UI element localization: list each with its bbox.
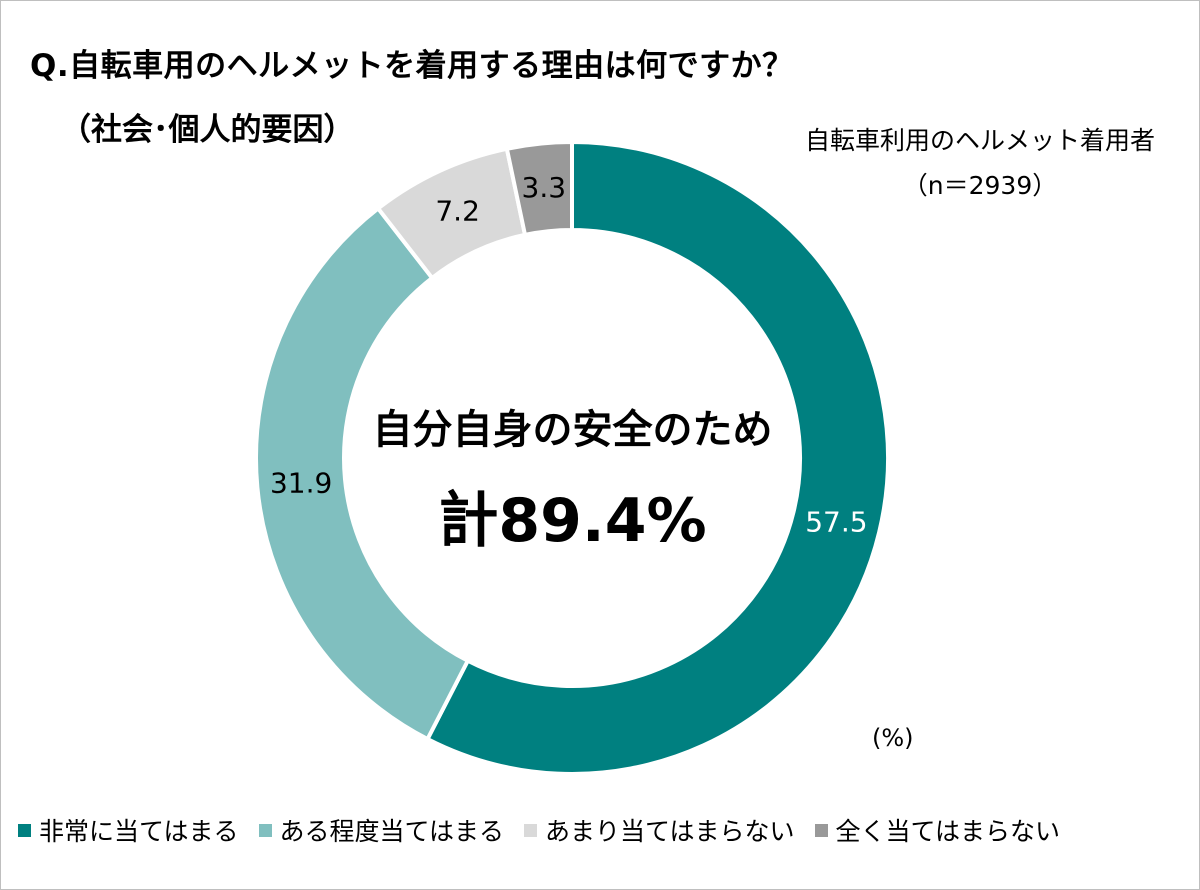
chart-subtitle: （社会･個人的要因） <box>60 112 355 148</box>
donut-slice <box>424 139 890 776</box>
sample-size-label: （n＝2939） <box>902 171 1058 200</box>
donut-slice <box>254 205 471 742</box>
slice-value-label: 7.2 <box>435 195 480 228</box>
center-annotation: 自分自身の安全のため 計89.4% <box>345 402 800 566</box>
sample-group-label: 自転車利用のヘルメット着用者 <box>804 126 1155 155</box>
slice-value-label: 57.5 <box>805 505 867 538</box>
unit-label: (%) <box>872 724 914 752</box>
legend: 非常に当てはまる ある程度当てはまる あまり当てはまらない 全く当てはまらない <box>18 812 1080 848</box>
legend-label: あまり当てはまらない <box>545 817 795 846</box>
legend-item: ある程度当てはまる <box>258 812 505 848</box>
legend-label: 全く当てはまらない <box>835 817 1061 846</box>
legend-item: 非常に当てはまる <box>18 812 239 848</box>
legend-label: ある程度当てはまる <box>279 817 505 846</box>
sample-note: 自転車利用のヘルメット着用者 （n＝2939） <box>790 118 1170 208</box>
legend-swatch <box>814 823 828 837</box>
legend-swatch <box>258 823 272 837</box>
center-total: 計89.4% <box>438 486 707 556</box>
donut-slice <box>504 139 574 238</box>
chart-title: Q.自転車用のヘルメットを着用する理由は何ですか？ <box>30 48 794 84</box>
slice-value-label: 3.3 <box>522 171 567 204</box>
center-caption: 自分自身の安全のため <box>372 407 773 453</box>
slice-value-label: 31.9 <box>270 467 332 500</box>
legend-item: 全く当てはまらない <box>814 812 1061 848</box>
legend-swatch <box>18 823 31 837</box>
legend-item: あまり当てはまらない <box>524 812 795 848</box>
legend-label: 非常に当てはまる <box>39 817 239 846</box>
legend-swatch <box>524 823 538 837</box>
